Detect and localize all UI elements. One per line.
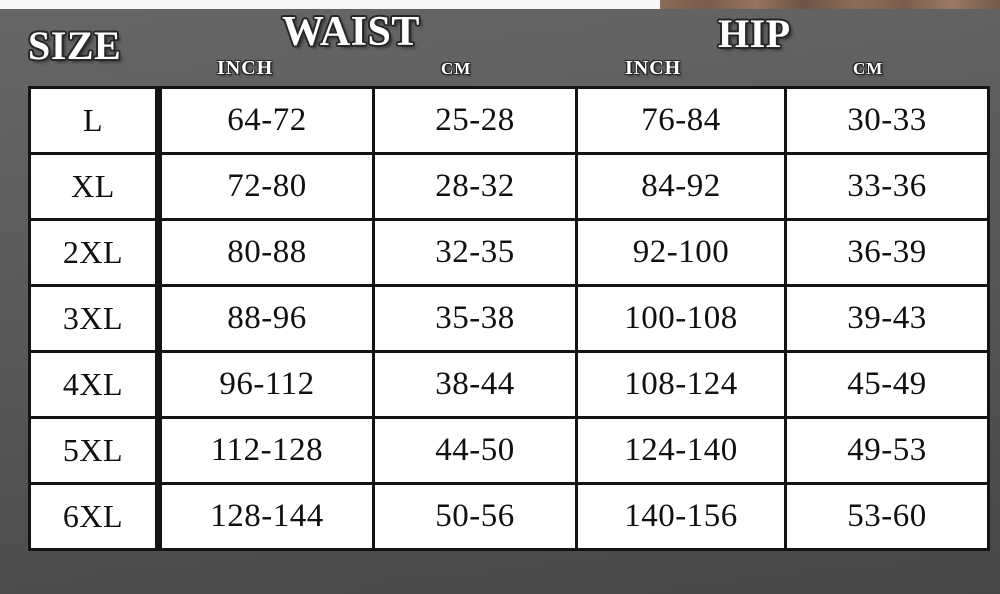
- table-row: XL 72-80 28-32 84-92 33-36: [28, 152, 990, 218]
- header-size-label: SIZE: [28, 23, 122, 68]
- header-hip-cm-label: CM: [853, 59, 884, 78]
- table-row: 4XL 96-112 38-44 108-124 45-49: [28, 350, 990, 416]
- cell-hip-cm: 53-60: [784, 482, 990, 551]
- cell-hip-inch: 92-100: [575, 218, 784, 284]
- cell-waist-cm: 25-28: [372, 86, 575, 152]
- cell-waist-cm: 32-35: [372, 218, 575, 284]
- header-waist-inch-label: INCH: [217, 57, 274, 79]
- cell-waist-inch: 88-96: [158, 284, 372, 350]
- table-row: 6XL 128-144 50-56 140-156 53-60: [28, 482, 990, 551]
- cell-size: 4XL: [28, 350, 158, 416]
- size-table-body: L 64-72 25-28 76-84 30-33 XL 72-80 28-32 84-92 33…: [28, 86, 990, 551]
- header-hip-label: HIP: [718, 11, 791, 56]
- table-row: 2XL 80-88 32-35 92-100 36-39: [28, 218, 990, 284]
- cell-hip-inch: 100-108: [575, 284, 784, 350]
- cell-waist-inch: 112-128: [158, 416, 372, 482]
- cell-waist-inch: 64-72: [158, 86, 372, 152]
- cell-waist-inch: 96-112: [158, 350, 372, 416]
- top-texture-strip: [0, 0, 1000, 9]
- chart-header: SIZE WAIST HIP INCH CM INCH CM: [0, 0, 1000, 79]
- cell-hip-inch: 124-140: [575, 416, 784, 482]
- cell-waist-cm: 44-50: [372, 416, 575, 482]
- cell-waist-cm: 28-32: [372, 152, 575, 218]
- cell-waist-inch: 128-144: [158, 482, 372, 551]
- cell-size: L: [28, 86, 158, 152]
- cell-hip-cm: 45-49: [784, 350, 990, 416]
- cell-hip-inch: 140-156: [575, 482, 784, 551]
- cell-hip-inch: 76-84: [575, 86, 784, 152]
- cell-size: 2XL: [28, 218, 158, 284]
- cell-hip-cm: 49-53: [784, 416, 990, 482]
- table-row: 3XL 88-96 35-38 100-108 39-43: [28, 284, 990, 350]
- table-row: 5XL 112-128 44-50 124-140 49-53: [28, 416, 990, 482]
- cell-hip-inch: 108-124: [575, 350, 784, 416]
- cell-hip-cm: 33-36: [784, 152, 990, 218]
- cell-hip-cm: 30-33: [784, 86, 990, 152]
- cell-hip-cm: 36-39: [784, 218, 990, 284]
- cell-hip-inch: 84-92: [575, 152, 784, 218]
- size-table-container: L 64-72 25-28 76-84 30-33 XL 72-80 28-32 84-92 33…: [28, 86, 990, 551]
- header-waist-label: WAIST: [282, 9, 420, 55]
- table-row: L 64-72 25-28 76-84 30-33: [28, 86, 990, 152]
- brick-wall-texture: [660, 0, 1000, 9]
- cell-waist-inch: 80-88: [158, 218, 372, 284]
- header-waist-cm-label: CM: [441, 59, 472, 78]
- cell-waist-cm: 38-44: [372, 350, 575, 416]
- cell-size: XL: [28, 152, 158, 218]
- cell-waist-inch: 72-80: [158, 152, 372, 218]
- cell-size: 3XL: [28, 284, 158, 350]
- header-hip-inch-label: INCH: [625, 57, 682, 79]
- cell-waist-cm: 35-38: [372, 284, 575, 350]
- top-light-area: [0, 0, 660, 9]
- size-table: L 64-72 25-28 76-84 30-33 XL 72-80 28-32 84-92 33…: [28, 86, 990, 551]
- cell-waist-cm: 50-56: [372, 482, 575, 551]
- cell-hip-cm: 39-43: [784, 284, 990, 350]
- cell-size: 6XL: [28, 482, 158, 551]
- cell-size: 5XL: [28, 416, 158, 482]
